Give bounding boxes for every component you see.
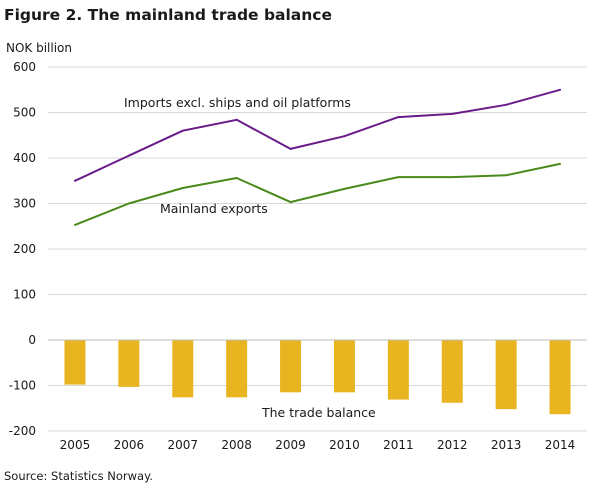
point-imports-excl-2005 <box>73 179 76 182</box>
y-tick-label: 300 <box>13 197 36 211</box>
x-tick-label: 2008 <box>221 438 252 452</box>
point-imports-excl-2008 <box>235 118 238 121</box>
x-tick-label: 2013 <box>491 438 522 452</box>
series-label: Imports excl. ships and oil platforms <box>124 95 351 110</box>
bar-trade-balance-2006 <box>118 340 140 387</box>
point-imports-excl-2010 <box>343 135 346 138</box>
bar-trade-balance-2007 <box>172 340 194 398</box>
bar-trade-balance-2009 <box>280 340 302 393</box>
x-tick-label: 2010 <box>329 438 360 452</box>
y-tick-label: -100 <box>9 379 36 393</box>
line-imports-excl <box>74 88 561 182</box>
y-axis-label: NOK billion <box>6 41 72 55</box>
bar-series <box>64 340 571 415</box>
y-tick-label: -200 <box>9 424 36 438</box>
series-label: Mainland exports <box>160 201 268 216</box>
bar-trade-balance-2014 <box>549 340 571 415</box>
point-imports-excl-2014 <box>559 88 562 91</box>
line-mainland-exports <box>74 162 561 226</box>
point-imports-excl-2006 <box>127 154 130 157</box>
point-mainland-exports-2014 <box>559 162 562 165</box>
point-imports-excl-2011 <box>397 116 400 119</box>
x-tick-label: 2005 <box>60 438 91 452</box>
point-imports-excl-2009 <box>289 147 292 150</box>
point-mainland-exports-2005 <box>73 223 76 226</box>
y-tick-label: 500 <box>13 106 36 120</box>
x-tick-label: 2014 <box>545 438 576 452</box>
point-mainland-exports-2007 <box>181 187 184 190</box>
point-mainland-exports-2013 <box>505 174 508 177</box>
x-tick-labels: 2005 2006 2007 2008 2009 2010 2011 2012 2013 2014 <box>60 438 576 452</box>
y-tick-label: 0 <box>28 333 36 347</box>
point-mainland-exports-2012 <box>451 176 454 179</box>
x-tick-label: 2009 <box>275 438 306 452</box>
chart-source: Source: Statistics Norway. <box>4 469 153 483</box>
series-annotations: Imports excl. ships and oil platforms Mai… <box>124 95 376 420</box>
y-tick-label: 100 <box>13 288 36 302</box>
y-tick-labels: 600 500 400 300 200 100 0 -100 -200 <box>9 60 36 438</box>
bar-trade-balance-2010 <box>333 340 355 393</box>
x-tick-label: 2012 <box>437 438 468 452</box>
point-mainland-exports-2008 <box>235 177 238 180</box>
bar-trade-balance-2008 <box>226 340 248 398</box>
x-tick-label: 2011 <box>383 438 414 452</box>
point-imports-excl-2013 <box>505 103 508 106</box>
bar-trade-balance-2005 <box>64 340 86 385</box>
point-imports-excl-2007 <box>181 129 184 132</box>
y-tick-label: 200 <box>13 242 36 256</box>
x-tick-label: 2007 <box>167 438 198 452</box>
bar-trade-balance-2011 <box>387 340 409 400</box>
bar-trade-balance-2012 <box>441 340 463 403</box>
y-tick-label: 400 <box>13 151 36 165</box>
point-mainland-exports-2011 <box>397 176 400 179</box>
point-mainland-exports-2010 <box>343 187 346 190</box>
point-imports-excl-2012 <box>451 112 454 115</box>
bar-trade-balance-2013 <box>495 340 517 410</box>
chart-title: Figure 2. The mainland trade balance <box>4 6 333 24</box>
line-series <box>73 88 562 226</box>
point-mainland-exports-2006 <box>127 202 130 205</box>
point-mainland-exports-2009 <box>289 201 292 204</box>
x-tick-label: 2006 <box>114 438 145 452</box>
y-tick-label: 600 <box>13 60 36 74</box>
series-label: The trade balance <box>261 405 376 420</box>
